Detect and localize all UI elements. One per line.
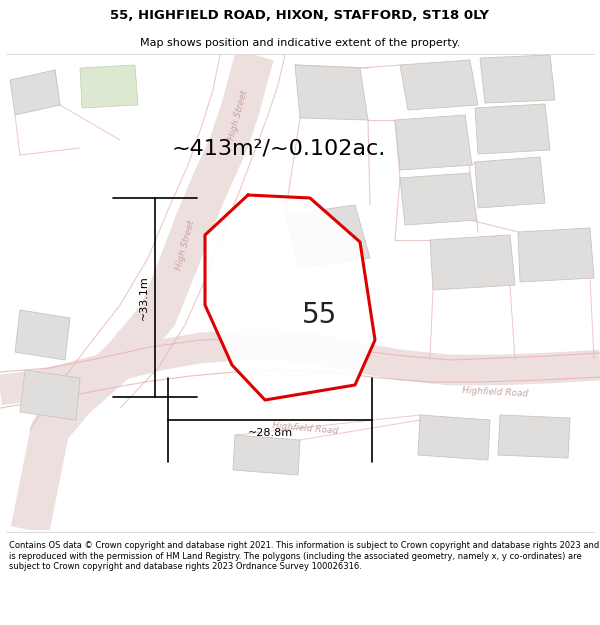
- Polygon shape: [20, 370, 80, 420]
- Polygon shape: [295, 65, 368, 120]
- Text: ~413m²/~0.102ac.: ~413m²/~0.102ac.: [172, 138, 386, 158]
- Polygon shape: [15, 310, 70, 360]
- Polygon shape: [430, 235, 515, 290]
- Polygon shape: [10, 70, 60, 115]
- Polygon shape: [498, 415, 570, 458]
- Text: ~33.1m: ~33.1m: [139, 275, 149, 320]
- Polygon shape: [80, 65, 138, 108]
- Text: High Street: High Street: [227, 89, 249, 141]
- Text: Contains OS data © Crown copyright and database right 2021. This information is : Contains OS data © Crown copyright and d…: [9, 541, 599, 571]
- Text: ~28.8m: ~28.8m: [247, 428, 293, 438]
- Text: Highfield Road: Highfield Road: [272, 421, 338, 436]
- Polygon shape: [475, 104, 550, 154]
- Polygon shape: [475, 157, 545, 208]
- Text: 55: 55: [302, 301, 338, 329]
- Text: High Street: High Street: [174, 219, 196, 271]
- Polygon shape: [395, 115, 472, 170]
- Polygon shape: [480, 55, 555, 103]
- Polygon shape: [400, 173, 477, 225]
- Text: Highfield Road: Highfield Road: [462, 386, 528, 398]
- Text: Map shows position and indicative extent of the property.: Map shows position and indicative extent…: [140, 38, 460, 48]
- Polygon shape: [400, 60, 478, 110]
- Polygon shape: [205, 195, 375, 400]
- Polygon shape: [233, 435, 300, 475]
- Polygon shape: [418, 415, 490, 460]
- Polygon shape: [285, 205, 370, 268]
- Text: 55, HIGHFIELD ROAD, HIXON, STAFFORD, ST18 0LY: 55, HIGHFIELD ROAD, HIXON, STAFFORD, ST1…: [110, 9, 490, 22]
- Polygon shape: [518, 228, 594, 282]
